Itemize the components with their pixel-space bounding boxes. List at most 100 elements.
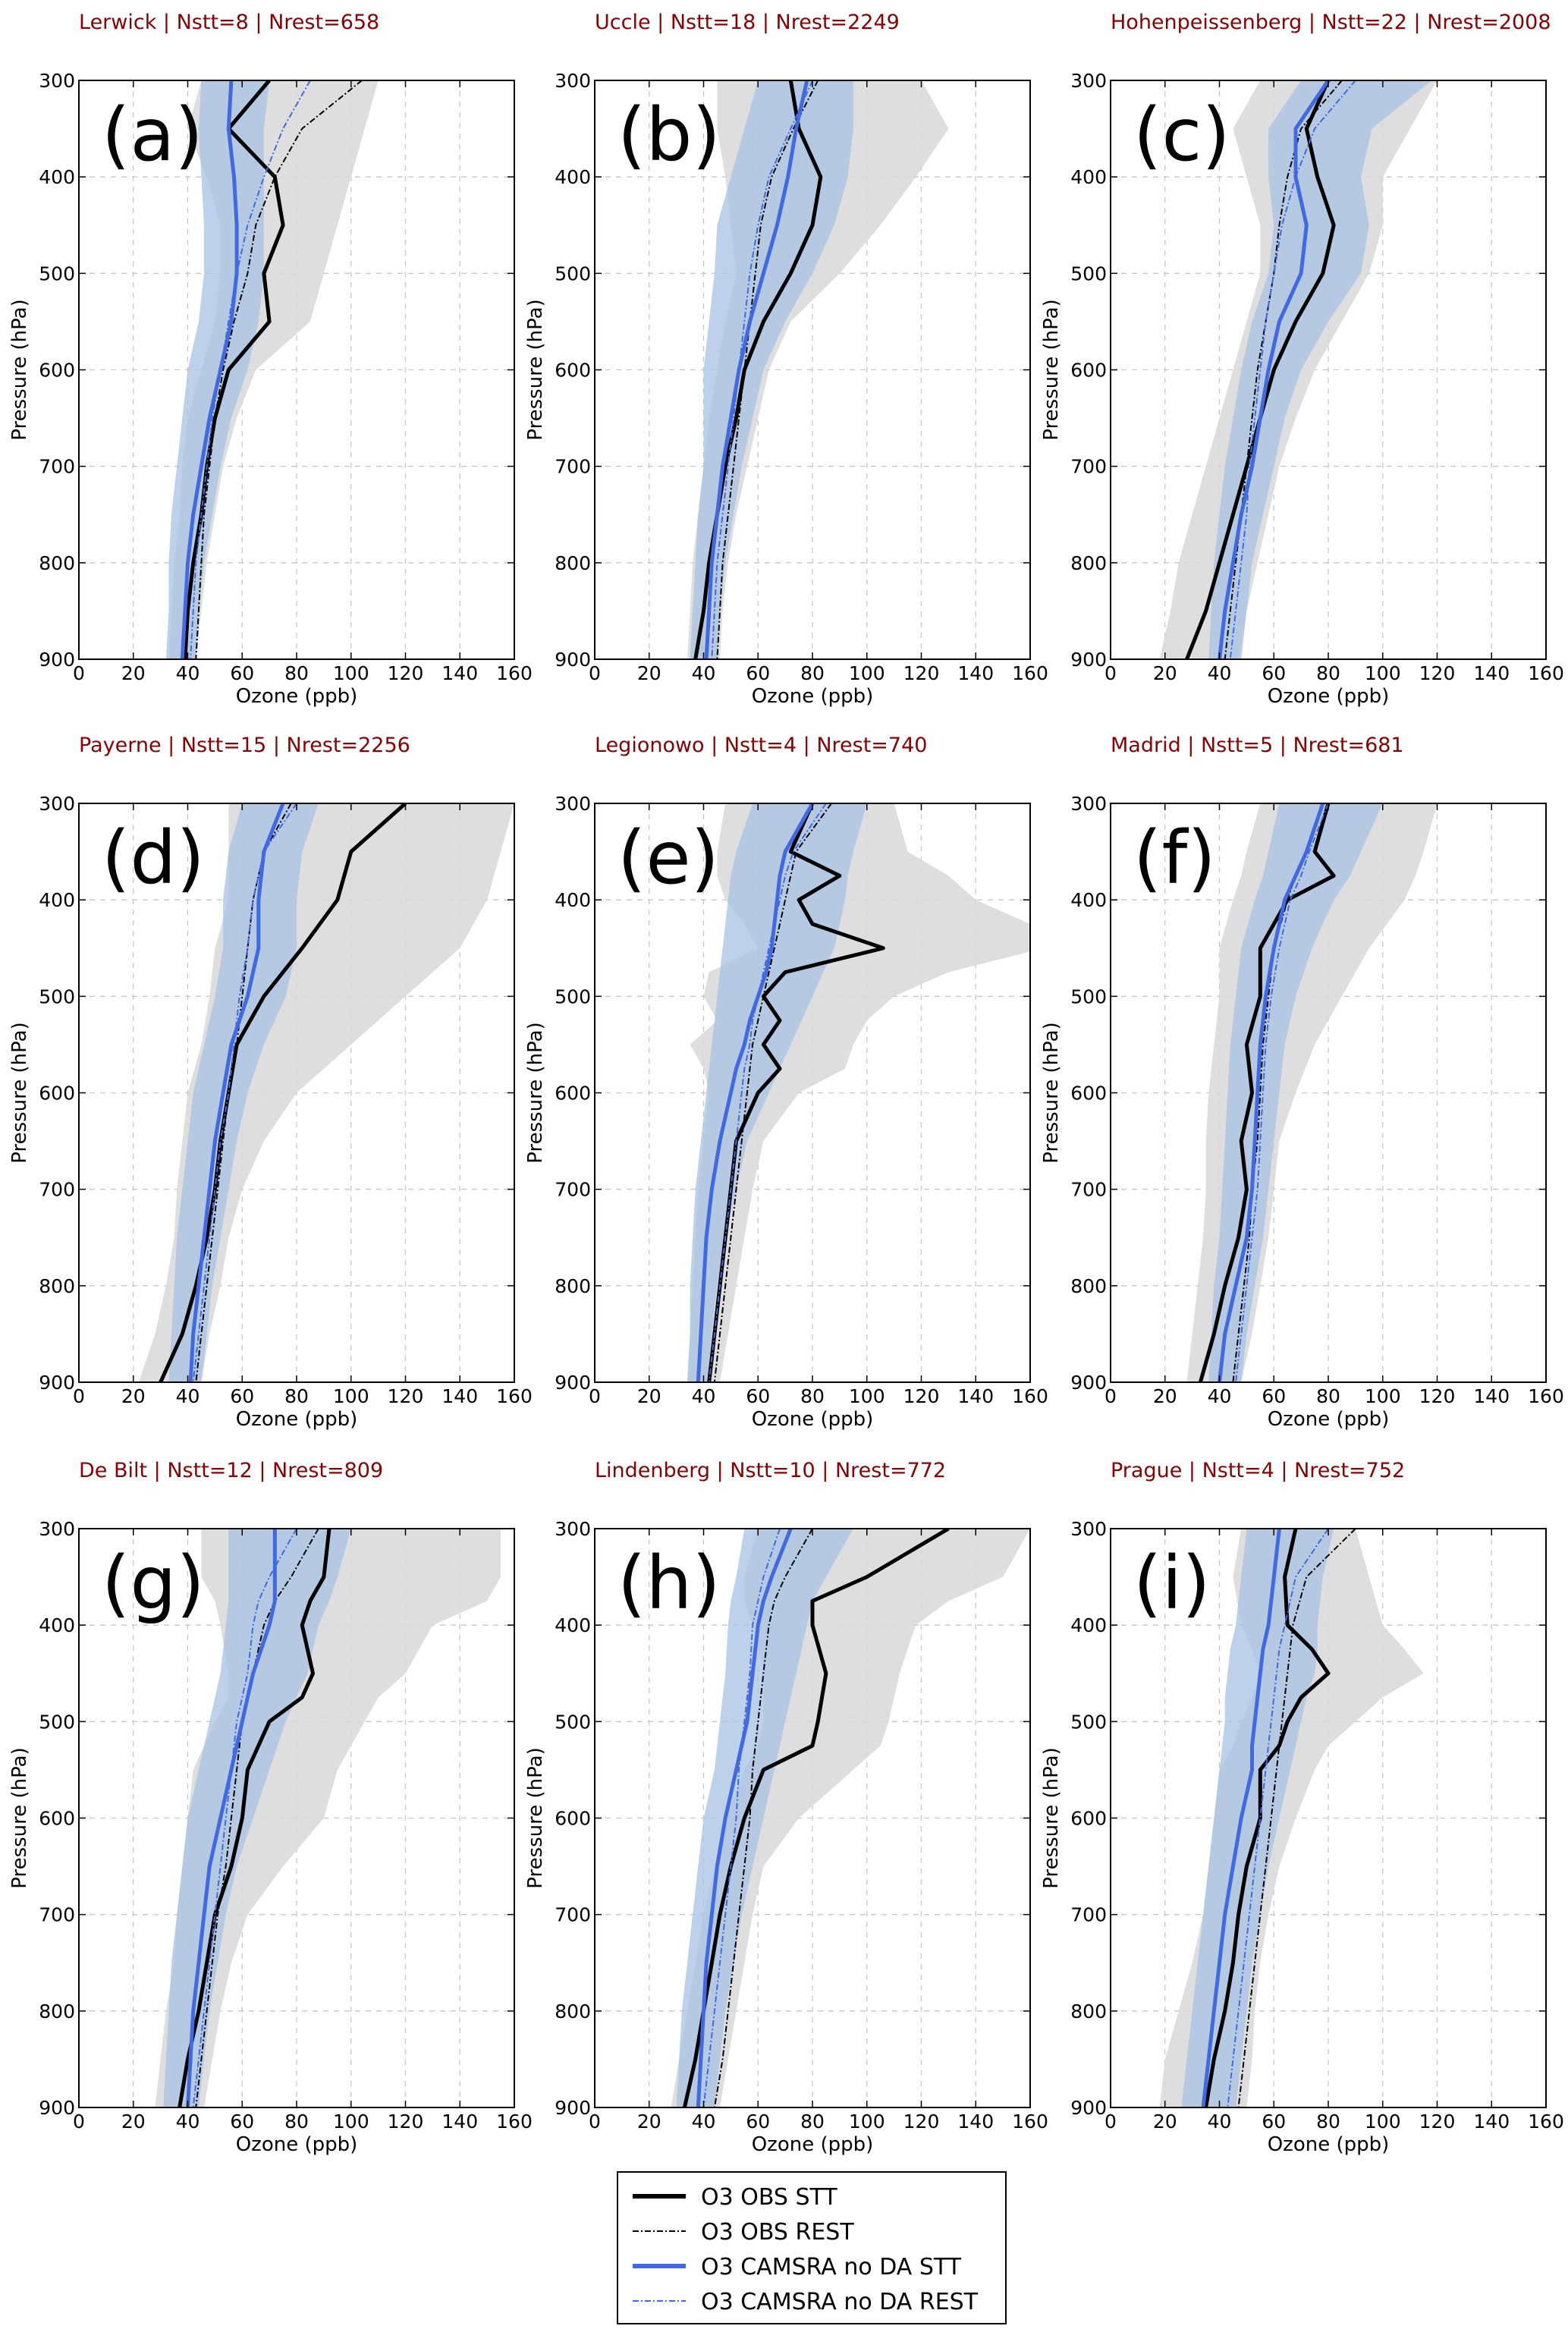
y-tick-label: 800 [39, 552, 75, 574]
y-tick-label: 700 [555, 456, 591, 478]
y-tick-label: 900 [1070, 649, 1107, 671]
y-tick-label: 600 [39, 1808, 75, 1830]
camsra-spread-band [163, 1529, 351, 2107]
y-tick-label: 400 [555, 1614, 591, 1636]
y-tick-label: 700 [39, 1179, 75, 1201]
panel-letter: (a) [102, 93, 203, 178]
y-tick-label: 900 [1070, 2097, 1107, 2119]
x-axis-label: Ozone (ppb) [236, 2133, 358, 2156]
series-line-obs-rest [1237, 1529, 1356, 2107]
x-tick-label: 0 [1105, 2111, 1117, 2133]
panel-title: Lindenberg | Nstt=10 | Nrest=772 [595, 1459, 946, 1482]
series-line-camsra-stt [696, 1529, 793, 2107]
y-tick-label: 400 [1070, 889, 1107, 911]
camsra-spread-band [1208, 803, 1383, 1382]
y-tick-label: 500 [1070, 1711, 1107, 1733]
y-axis-label: Pressure (hPa) [8, 1747, 31, 1889]
x-tick-label: 60 [230, 662, 254, 684]
panel-g: 0 20 40 60 80 100 120 140 160 300 400 500 600 700 800 9… [8, 1459, 533, 2156]
y-tick-label: 300 [555, 1518, 591, 1540]
y-tick-label: 600 [1070, 360, 1107, 382]
panel-h: 0 20 40 60 80 100 120 140 160 300 400 500 600 700 800 9… [524, 1459, 1048, 2156]
y-tick-label: 900 [555, 2097, 591, 2119]
x-axis-label: Ozone (ppb) [1268, 2133, 1390, 2156]
x-tick-label: 40 [692, 2111, 716, 2133]
series-line-camsra-stt [1201, 1529, 1281, 2107]
x-tick-label: 40 [1208, 1385, 1232, 1407]
series-line-obs-stt [1204, 1529, 1331, 2107]
x-tick-label: 160 [1528, 2111, 1564, 2133]
panel-d: 0 20 40 60 80 100 120 140 160 300 400 500 600 700 800 9… [8, 734, 533, 1431]
panel-title: Legionowo | Nstt=4 | Nrest=740 [595, 734, 927, 757]
legend: O3 OBS STT O3 OBS REST O3 CAMSRA no DA STT… [617, 2171, 1007, 2324]
x-tick-label: 100 [1365, 1385, 1401, 1407]
y-tick-label: 700 [1070, 456, 1107, 478]
x-tick-label: 120 [388, 1385, 424, 1407]
series-line-obs-stt [1185, 80, 1336, 659]
y-axis-label: Pressure (hPa) [1040, 299, 1063, 441]
y-tick-label: 700 [555, 1904, 591, 1926]
x-tick-label: 40 [1208, 2111, 1232, 2133]
panel-letter: (c) [1133, 93, 1230, 178]
x-tick-label: 40 [176, 662, 200, 684]
panel-f: 0 20 40 60 80 100 120 140 160 300 400 500 600 700 800 9… [1040, 734, 1564, 1431]
y-tick-label: 800 [555, 2001, 591, 2023]
y-tick-label: 700 [1070, 1179, 1107, 1201]
y-tick-label: 900 [1070, 1372, 1107, 1394]
series-line-obs-rest [1224, 80, 1343, 659]
legend-label: O3 OBS REST [701, 2219, 854, 2246]
x-axis-label: Ozone (ppb) [236, 685, 358, 708]
x-tick-label: 0 [1105, 1385, 1117, 1407]
y-tick-label: 600 [555, 1083, 591, 1105]
panel-b: 0 20 40 60 80 100 120 140 160 300 400 500 600 700 800 9… [524, 11, 1048, 708]
y-axis-label: Pressure (hPa) [1040, 1022, 1063, 1164]
x-tick-label: 60 [230, 2111, 254, 2133]
series-line-obs-rest [713, 803, 832, 1382]
x-tick-label: 60 [1262, 662, 1286, 684]
series-line-camsra-stt [704, 80, 809, 659]
x-tick-label: 100 [333, 662, 369, 684]
x-tick-label: 40 [692, 1385, 716, 1407]
x-tick-label: 140 [441, 2111, 478, 2133]
x-tick-label: 120 [903, 662, 940, 684]
x-axis-label: Ozone (ppb) [752, 1408, 874, 1431]
x-tick-label: 100 [333, 1385, 369, 1407]
plot-area [79, 1529, 514, 2107]
x-tick-label: 20 [637, 2111, 661, 2133]
y-tick-label: 500 [555, 262, 591, 284]
x-tick-label: 20 [637, 662, 661, 684]
y-tick-label: 300 [555, 70, 591, 92]
x-tick-label: 100 [849, 2111, 885, 2133]
y-tick-label: 600 [555, 1808, 591, 1830]
y-tick-label: 800 [39, 2001, 75, 2023]
x-tick-label: 60 [1262, 2111, 1286, 2133]
x-tick-label: 0 [73, 662, 85, 684]
panel-title: Prague | Nstt=4 | Nrest=752 [1111, 1459, 1405, 1482]
panel-title: Hohenpeissenberg | Nstt=22 | Nrest=2008 [1111, 11, 1551, 34]
y-tick-label: 800 [1070, 552, 1107, 574]
x-tick-label: 20 [1153, 1385, 1177, 1407]
series-line-camsra-stt [188, 803, 285, 1382]
x-tick-label: 80 [284, 662, 309, 684]
plot-area [1111, 1529, 1546, 2107]
plot-area [1111, 803, 1546, 1382]
series-line-camsra-stt [696, 803, 815, 1382]
x-tick-label: 0 [73, 1385, 85, 1407]
y-tick-label: 600 [39, 360, 75, 382]
x-tick-label: 80 [284, 2111, 309, 2133]
panels: 0 20 40 60 80 100 120 140 1603004005006007008009… [8, 11, 1564, 2156]
y-tick-label: 400 [39, 889, 75, 911]
y-tick-label: 800 [1070, 1275, 1107, 1297]
y-axis-label: Pressure (hPa) [524, 1747, 547, 1889]
series-line-camsra-stt [186, 1529, 277, 2107]
y-tick-label: 400 [1070, 166, 1107, 188]
x-tick-label: 120 [1419, 1385, 1456, 1407]
x-tick-label: 20 [121, 1385, 146, 1407]
series-line-obs-stt [159, 803, 407, 1382]
x-tick-label: 120 [1419, 2111, 1456, 2133]
y-tick-label: 900 [555, 649, 591, 671]
y-tick-label: 500 [1070, 985, 1107, 1007]
x-tick-label: 40 [1208, 662, 1232, 684]
y-tick-label: 700 [555, 1179, 591, 1201]
x-tick-label: 120 [388, 662, 424, 684]
